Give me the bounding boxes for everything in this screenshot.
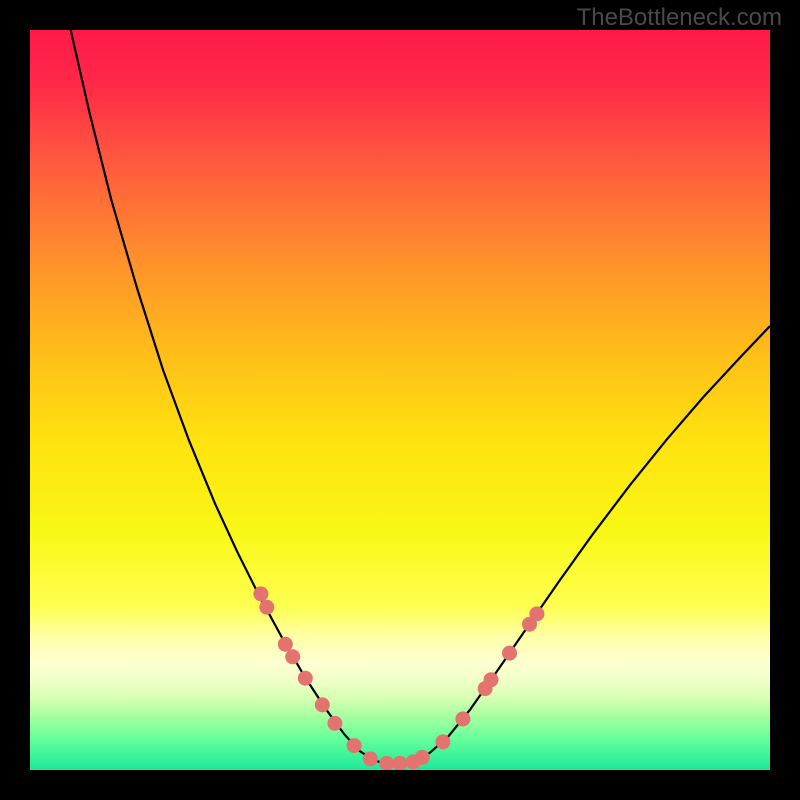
marker-dot — [259, 600, 274, 615]
marker-dot — [327, 716, 342, 731]
marker-dot — [285, 649, 300, 664]
marker-dot — [502, 646, 517, 661]
marker-group — [253, 586, 544, 770]
curve-svg — [30, 30, 770, 770]
marker-dot — [484, 672, 499, 687]
marker-dot — [392, 756, 407, 770]
plot-area — [30, 30, 770, 770]
marker-dot — [315, 697, 330, 712]
marker-dot — [298, 671, 313, 686]
marker-dot — [363, 751, 378, 766]
watermark-text: TheBottleneck.com — [577, 4, 782, 32]
marker-dot — [435, 734, 450, 749]
marker-dot — [529, 606, 544, 621]
marker-dot — [278, 637, 293, 652]
valley-curve — [71, 30, 770, 763]
marker-dot — [455, 711, 470, 726]
marker-dot — [347, 738, 362, 753]
marker-dot — [253, 586, 268, 601]
marker-dot — [379, 756, 394, 770]
marker-dot — [415, 750, 430, 765]
